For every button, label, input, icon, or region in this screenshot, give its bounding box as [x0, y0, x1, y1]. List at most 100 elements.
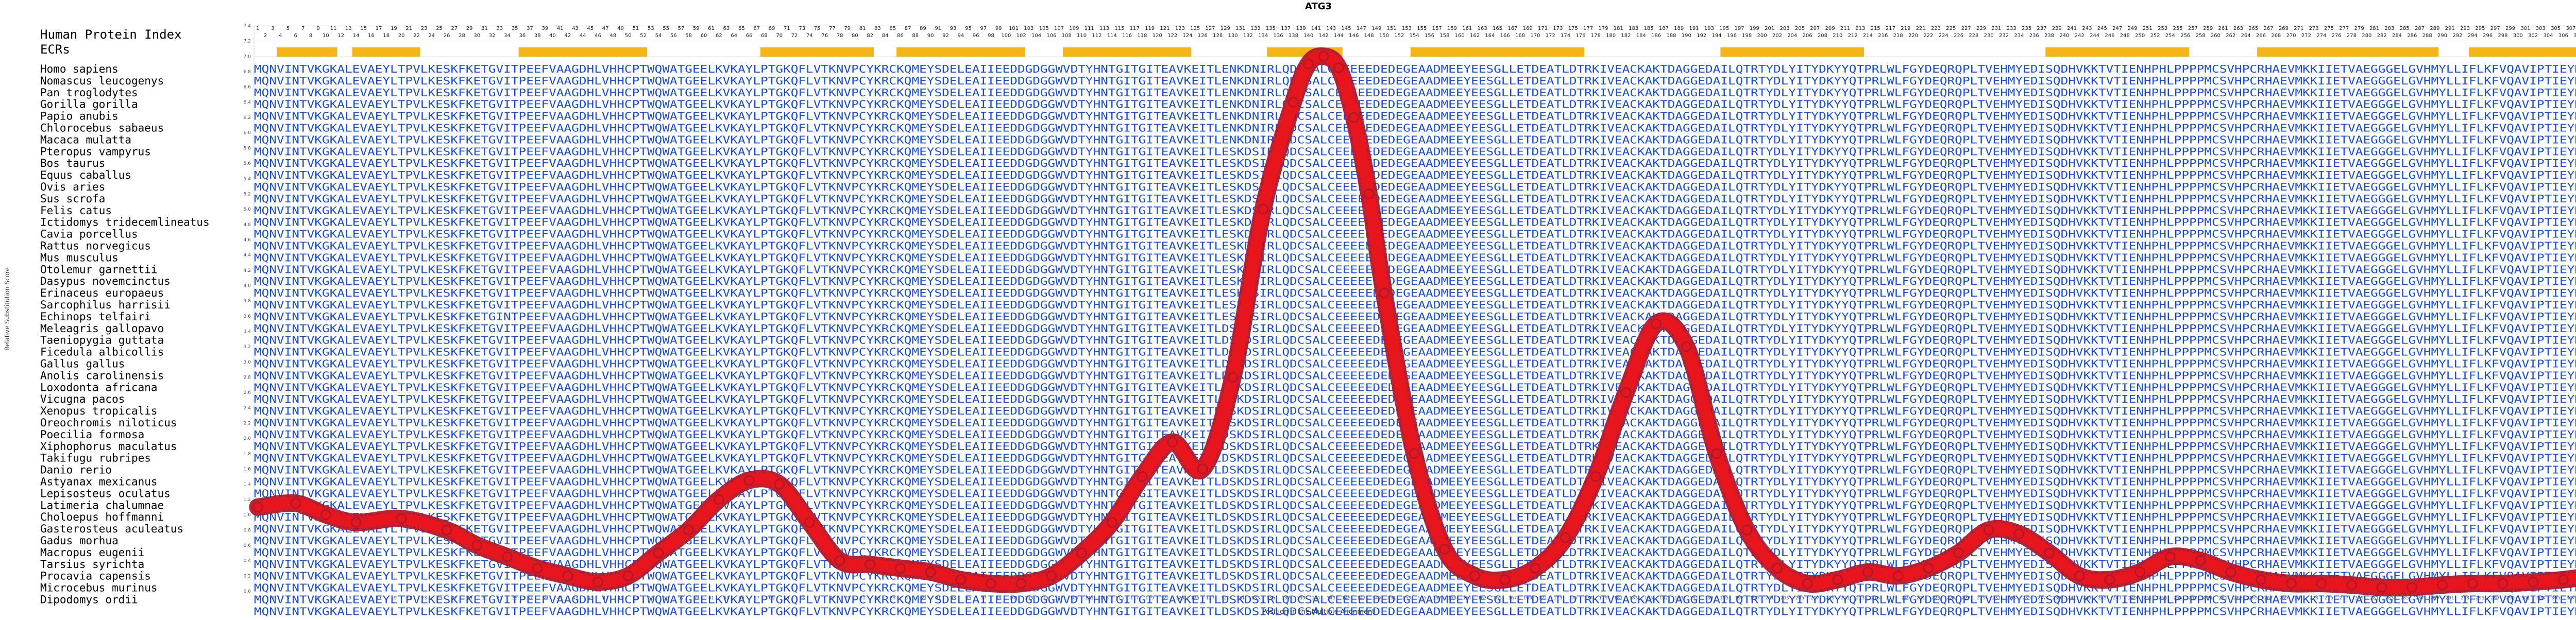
alignment-row: MQNVINTVKGKALEVAEYLTPVLKESKFKETGVITPEEFV…: [254, 582, 2576, 594]
series-point: [1227, 372, 1239, 383]
x-tick-label: 3: [272, 596, 275, 601]
series-point: [2376, 582, 2387, 593]
index-number: 188: [1666, 33, 1676, 39]
x-tick-label: 213: [1856, 596, 1865, 601]
index-number: 67: [753, 26, 760, 31]
alignment-row: MQNVINTVKGKALEVAEYLTPVLKESKFKETGVITPEEFV…: [254, 334, 2576, 347]
x-tick-label: 233: [2007, 596, 2016, 601]
series-point: [320, 509, 331, 521]
x-tick-label: 287: [2415, 596, 2424, 601]
alignment-row: MQNVINTVKGKALEVAEYLTPVLKESKFKETGVITPEEFV…: [254, 133, 2576, 146]
index-number: 35: [512, 26, 518, 31]
index-number: 4: [279, 33, 282, 39]
alignment-row: MQNVINTVKGKALEVAEYLTPVLKESKFKETGVITPEEFV…: [254, 240, 2576, 252]
x-tick-label: 215: [1871, 596, 1880, 601]
index-number: 94: [957, 33, 964, 39]
index-number: 79: [844, 26, 851, 31]
index-number: 207: [1810, 26, 1820, 31]
x-tick-label: 1: [256, 596, 259, 601]
series-point: [1892, 570, 1904, 581]
index-number: 233: [2007, 26, 2016, 31]
x-tick-label: 187: [1659, 596, 1668, 601]
index-number: 16: [368, 33, 375, 39]
index-number: 51: [633, 26, 639, 31]
series-point: [2406, 582, 2418, 593]
index-number: 235: [2022, 26, 2031, 31]
index-number: 7: [301, 26, 304, 31]
x-tick-label: 183: [1629, 596, 1638, 601]
index-number: 256: [2180, 33, 2190, 39]
y-tick-label: 5.2: [244, 192, 251, 197]
species-label: Felis catus: [40, 204, 112, 217]
x-tick-label: 173: [1553, 596, 1562, 601]
index-number: 131: [1235, 26, 1245, 31]
series-point: [1348, 112, 1360, 123]
index-number: 26: [444, 33, 450, 39]
index-number: 208: [1818, 33, 1827, 39]
index-number: 198: [1742, 33, 1752, 39]
index-number: 182: [1621, 33, 1631, 39]
y-tick-label: 5.8: [244, 146, 251, 151]
series-point: [622, 570, 634, 581]
sequence-layer: MQNVINTVKGKALEVAEYLTPVLKESKFKETGVITPEEFV…: [254, 63, 2576, 617]
series-point: [2134, 566, 2146, 578]
index-number: 258: [2195, 33, 2205, 39]
x-tick-label: 225: [1946, 596, 1955, 601]
x-tick-label: 163: [1478, 596, 1487, 601]
index-number: 30: [473, 33, 480, 39]
index-number: 143: [1326, 26, 1336, 31]
x-tick-label: 119: [1145, 596, 1154, 601]
index-number: 244: [2090, 33, 2099, 39]
index-number: 297: [2490, 26, 2500, 31]
series-point: [2164, 551, 2176, 562]
x-tick-label: 109: [1070, 596, 1078, 601]
index-number: 194: [1711, 33, 1721, 39]
x-tick-label: 175: [1569, 596, 1578, 601]
series-point: [774, 478, 785, 490]
index-number: 25: [436, 26, 443, 31]
x-tick-label: 289: [2430, 596, 2439, 601]
index-number: 134: [1258, 33, 1268, 39]
index-number: 177: [1583, 26, 1593, 31]
index-number: 261: [2218, 26, 2228, 31]
x-ticks-layer: 1 3 5 7 9 11 13 15 17 19 21 23 25 27 29 31 33 35 37 39 41 43 4…: [256, 596, 2575, 601]
alignment-row: MQNVINTVKGKALEVAEYLTPVLKESKFKETGVITPEEFV…: [254, 216, 2576, 229]
series-point: [1560, 532, 1571, 543]
x-tick-label: 41: [557, 596, 563, 601]
x-tick-label: 117: [1130, 596, 1139, 601]
species-label: Cavia porcellus: [40, 228, 138, 240]
index-number: 304: [2543, 33, 2553, 39]
ecr-bar: [1720, 47, 1865, 57]
alignment-row: MQNVINTVKGKALEVAEYLTPVLKESKFKETGVITPEEFV…: [254, 346, 2576, 358]
index-number: 50: [625, 33, 632, 39]
series-point: [2557, 574, 2569, 585]
index-number: 149: [1371, 26, 1381, 31]
y-tick-label: 6.0: [244, 131, 251, 136]
series-point: [1711, 448, 1722, 459]
series-point: [1303, 58, 1314, 70]
x-tick-label: 97: [980, 596, 986, 601]
x-tick-label: 35: [512, 596, 517, 601]
x-tick-label: 203: [1780, 596, 1789, 601]
series-point: [743, 475, 755, 486]
index-number: 41: [557, 26, 564, 31]
index-number: 268: [2271, 33, 2281, 39]
y-tick-label: 1.8: [244, 452, 251, 457]
index-number: 73: [799, 26, 805, 31]
index-number: 225: [1946, 26, 1956, 31]
index-number: 28: [459, 33, 465, 39]
x-tick-label: 249: [2128, 596, 2137, 601]
x-tick-label: 277: [2340, 596, 2348, 601]
x-tick-label: 227: [1962, 596, 1971, 601]
index-number: 57: [678, 26, 685, 31]
index-number: 193: [1704, 26, 1714, 31]
x-tick-label: 127: [1206, 596, 1214, 601]
index-number: 299: [2505, 26, 2515, 31]
index-number: 161: [1462, 26, 1472, 31]
y-tick-label: 1.2: [244, 497, 251, 503]
index-number: 285: [2400, 26, 2410, 31]
index-number: 157: [1432, 26, 1442, 31]
index-number: 186: [1651, 33, 1661, 39]
series-point: [350, 516, 362, 528]
index-number: 249: [2127, 26, 2137, 31]
